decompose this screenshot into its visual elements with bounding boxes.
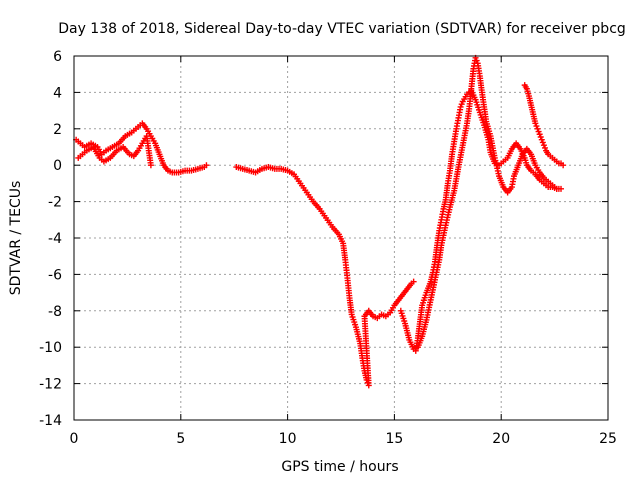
y-tick-label: -4	[48, 231, 62, 247]
y-axis-label: SDTVAR / TECUs	[8, 181, 24, 296]
y-tick-label: -14	[39, 413, 62, 429]
axis-ticks: 0 5 10 15 20 25 -14 -12 -10 -8 -6 -4 -2 0 2 4 6	[39, 49, 617, 447]
data-point	[538, 136, 545, 143]
x-axis-label: GPS time / hours	[281, 459, 398, 475]
data-point	[203, 162, 210, 169]
data-point	[473, 57, 480, 64]
data-point	[410, 278, 417, 285]
x-tick-label: 25	[599, 431, 617, 447]
data-point	[533, 123, 540, 130]
series-track-a	[73, 120, 210, 176]
data-point	[537, 133, 544, 140]
series-track-e	[412, 87, 560, 354]
y-tick-label: -2	[48, 195, 62, 211]
y-tick-label: -8	[48, 304, 62, 320]
y-tick-label: 0	[53, 158, 62, 174]
data-point	[541, 144, 548, 151]
data-point	[457, 103, 464, 110]
data-point	[536, 131, 543, 138]
data-point	[540, 142, 547, 149]
x-tick-label: 5	[176, 431, 185, 447]
data-point	[147, 162, 154, 169]
x-tick-label: 20	[492, 431, 510, 447]
x-tick-label: 15	[385, 431, 403, 447]
series-track-b	[75, 133, 154, 169]
y-tick-label: -6	[48, 267, 62, 283]
data-point	[532, 120, 539, 127]
y-tick-label: -10	[39, 340, 62, 356]
y-tick-label: -12	[39, 377, 62, 393]
data-point	[560, 162, 567, 169]
y-tick-label: 4	[53, 85, 62, 101]
data-point	[553, 185, 560, 192]
series-track-c	[233, 164, 417, 389]
series-track-f	[521, 82, 567, 169]
y-tick-label: 6	[53, 49, 62, 65]
data-point	[458, 101, 465, 108]
chart-title: Day 138 of 2018, Sidereal Day-to-day VTE…	[58, 21, 626, 37]
x-tick-label: 10	[279, 431, 297, 447]
data-point	[535, 128, 542, 135]
data-point	[539, 139, 546, 146]
x-tick-label: 0	[70, 431, 79, 447]
y-tick-label: 2	[53, 122, 62, 138]
data-series	[73, 54, 567, 389]
data-point	[534, 125, 541, 132]
